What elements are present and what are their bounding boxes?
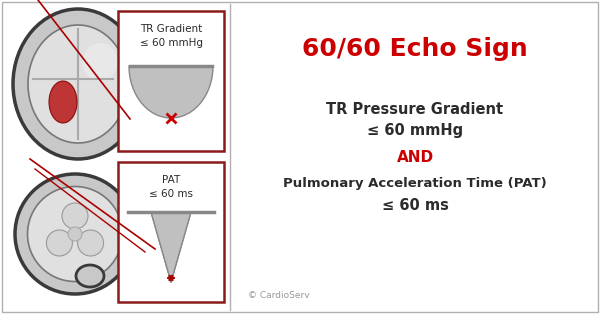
- Text: ≤ 60 mmHg: ≤ 60 mmHg: [139, 38, 203, 48]
- Text: Pulmonary Acceleration Time (PAT): Pulmonary Acceleration Time (PAT): [283, 177, 547, 191]
- Polygon shape: [129, 66, 213, 118]
- Ellipse shape: [77, 230, 104, 256]
- Text: AND: AND: [397, 149, 434, 165]
- Ellipse shape: [83, 43, 118, 81]
- Text: ≤ 60 mmHg: ≤ 60 mmHg: [367, 123, 463, 138]
- Text: PAT: PAT: [162, 175, 180, 185]
- Ellipse shape: [49, 81, 77, 123]
- Text: ≤ 60 ms: ≤ 60 ms: [149, 189, 193, 199]
- Text: TR Pressure Gradient: TR Pressure Gradient: [326, 101, 503, 116]
- Text: 60/60 Echo Sign: 60/60 Echo Sign: [302, 37, 528, 61]
- Polygon shape: [151, 212, 191, 282]
- Text: © CardioServ: © CardioServ: [248, 291, 310, 300]
- Ellipse shape: [28, 187, 122, 281]
- Text: ≤ 60 ms: ≤ 60 ms: [382, 198, 448, 214]
- Ellipse shape: [68, 227, 82, 241]
- Bar: [118, 11, 224, 151]
- Text: TR Gradient: TR Gradient: [140, 24, 202, 34]
- Ellipse shape: [13, 9, 143, 159]
- Ellipse shape: [76, 265, 104, 287]
- Bar: [118, 162, 224, 302]
- Ellipse shape: [15, 174, 135, 294]
- Ellipse shape: [46, 230, 73, 256]
- Ellipse shape: [62, 203, 88, 229]
- Ellipse shape: [28, 25, 128, 143]
